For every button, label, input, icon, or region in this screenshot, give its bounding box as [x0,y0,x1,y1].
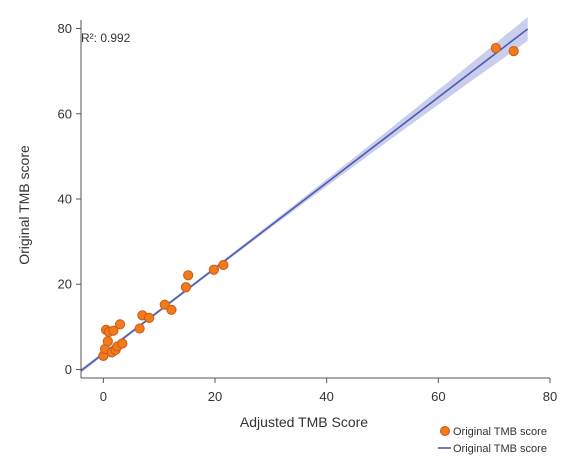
data-point [218,259,229,271]
y-tick-label: 0 [65,362,72,377]
r-squared-annotation: R²: 0.992 [81,31,131,45]
x-tick-label: 20 [208,389,222,404]
x-tick-label: 0 [100,389,107,404]
legend-marker-icon [440,426,450,436]
y-tick-label: 20 [58,277,72,292]
data-point [108,325,119,336]
x-tick-label: 60 [431,389,445,404]
data-point [508,46,519,57]
x-tick-label: 80 [543,389,557,404]
axes-layer: 0 20 40 60 80 0 20 40 60 80 [58,20,557,404]
legend: Original TMB score Original TMB score [438,426,547,455]
x-tick-label: 40 [319,389,333,404]
data-point [134,323,145,334]
regression-line [80,28,529,372]
data-point [114,319,126,330]
confidence-band [81,17,528,373]
data-point [183,270,194,281]
y-tick-label: 80 [58,21,72,36]
data-point [159,299,170,310]
legend-label-points: Original TMB score [453,426,547,438]
data-point [144,312,155,324]
y-tick-label: 60 [58,106,72,121]
data-point [117,338,128,349]
confidence-band-layer [81,17,528,373]
data-point [166,304,177,315]
data-point [180,282,192,293]
fit-line-layer [80,28,529,372]
data-point [102,336,113,347]
y-tick-label: 40 [58,192,72,207]
legend-label-line: Original TMB score [453,443,547,455]
data-points-layer [98,43,519,361]
x-axis-title: Adjusted TMB Score [240,414,368,430]
data-point [490,43,501,54]
data-point [208,264,219,275]
y-axis-title: Original TMB score [16,145,32,265]
